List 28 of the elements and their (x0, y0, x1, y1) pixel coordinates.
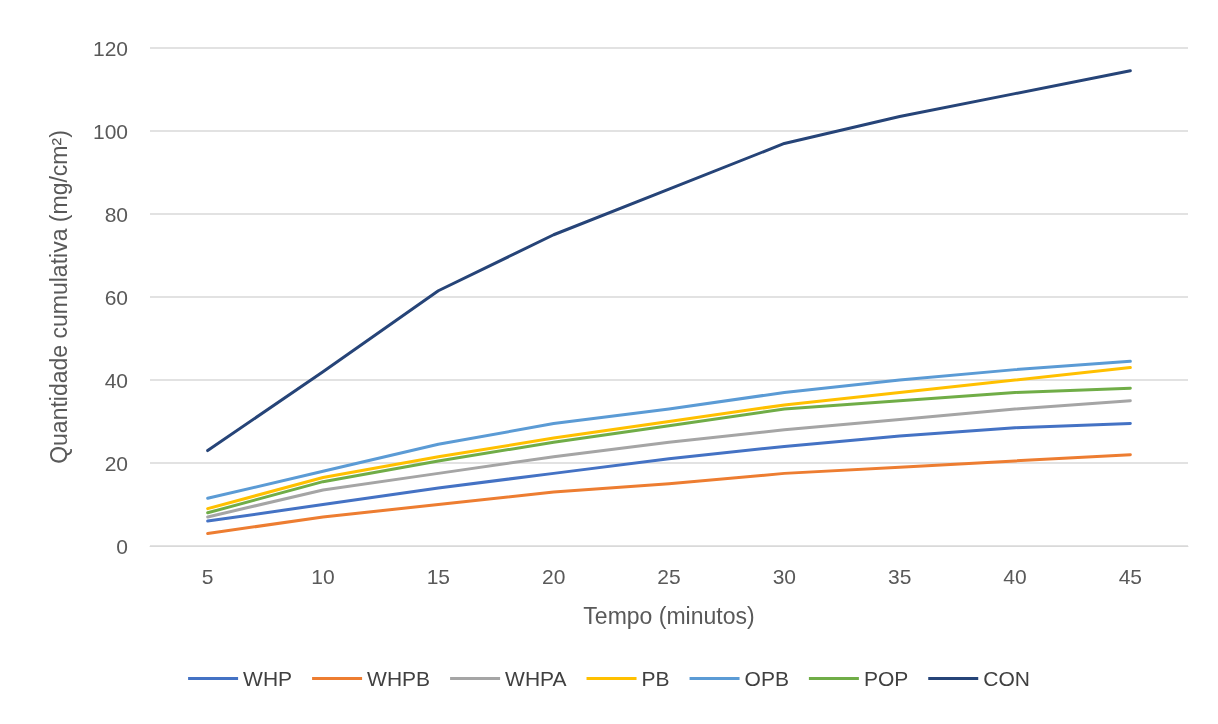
legend-label: WHP (243, 667, 293, 690)
y-axis-title: Quantidade cumulativa (mg/cm²) (45, 130, 72, 464)
y-tick-label: 100 (92, 119, 128, 143)
x-tick-label: 30 (772, 565, 797, 588)
y-tick-label: 120 (92, 36, 128, 60)
y-tick-label: 40 (104, 368, 128, 392)
x-tick-label: 35 (887, 565, 912, 588)
x-tick-label: 5 (201, 565, 214, 588)
x-tick-label: 20 (541, 565, 566, 588)
y-tick-label: 0 (116, 534, 128, 558)
y-tick-label: 80 (104, 202, 128, 226)
x-tick-label: 25 (657, 565, 681, 588)
legend-label: POP (863, 667, 909, 690)
x-axis-title: Tempo (minutos) (583, 602, 755, 629)
line-series (206, 453, 1132, 536)
x-tick-label: 10 (311, 565, 335, 588)
y-tick-label: 20 (104, 451, 128, 475)
legend-label: OPB (744, 667, 789, 690)
legend-label: WHPA (505, 667, 567, 690)
x-tick-label: 40 (1003, 565, 1027, 588)
line-series (206, 69, 1132, 453)
legend-label: CON (983, 667, 1030, 690)
legend-label: WHPB (367, 667, 431, 690)
line-series (206, 422, 1132, 523)
x-tick-label: 45 (1118, 565, 1143, 588)
x-tick-label: 15 (426, 565, 451, 588)
legend-label: PB (641, 667, 670, 690)
y-tick-label: 60 (104, 285, 128, 309)
